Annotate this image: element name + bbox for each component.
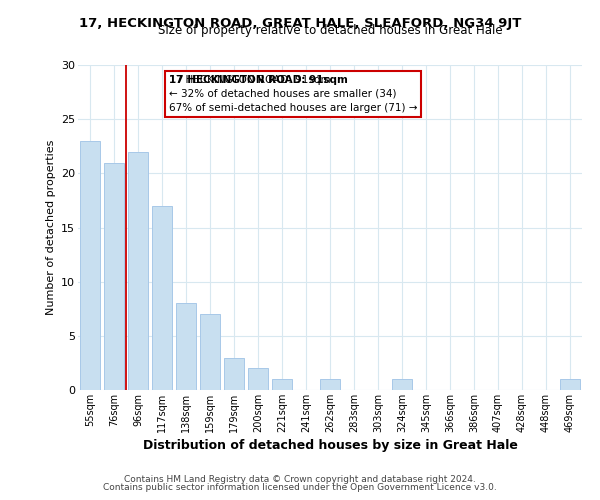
Bar <box>128 152 148 390</box>
Text: Contains HM Land Registry data © Crown copyright and database right 2024.: Contains HM Land Registry data © Crown c… <box>124 475 476 484</box>
Title: Size of property relative to detached houses in Great Hale: Size of property relative to detached ho… <box>158 24 502 38</box>
Bar <box>104 162 124 390</box>
X-axis label: Distribution of detached houses by size in Great Hale: Distribution of detached houses by size … <box>143 439 517 452</box>
Text: 17 HECKINGTON ROAD: 91sqm: 17 HECKINGTON ROAD: 91sqm <box>169 74 347 99</box>
Bar <box>560 379 580 390</box>
Bar <box>176 304 196 390</box>
Bar <box>200 314 220 390</box>
Bar <box>272 379 292 390</box>
Text: Contains public sector information licensed under the Open Government Licence v3: Contains public sector information licen… <box>103 484 497 492</box>
Text: 17, HECKINGTON ROAD, GREAT HALE, SLEAFORD, NG34 9JT: 17, HECKINGTON ROAD, GREAT HALE, SLEAFOR… <box>79 18 521 30</box>
Bar <box>224 358 244 390</box>
Bar <box>320 379 340 390</box>
Text: 17 HECKINGTON ROAD: 91sqm
← 32% of detached houses are smaller (34)
67% of semi-: 17 HECKINGTON ROAD: 91sqm ← 32% of detac… <box>169 74 417 113</box>
Y-axis label: Number of detached properties: Number of detached properties <box>46 140 56 315</box>
Bar <box>80 141 100 390</box>
Bar <box>392 379 412 390</box>
Bar <box>248 368 268 390</box>
Bar <box>152 206 172 390</box>
